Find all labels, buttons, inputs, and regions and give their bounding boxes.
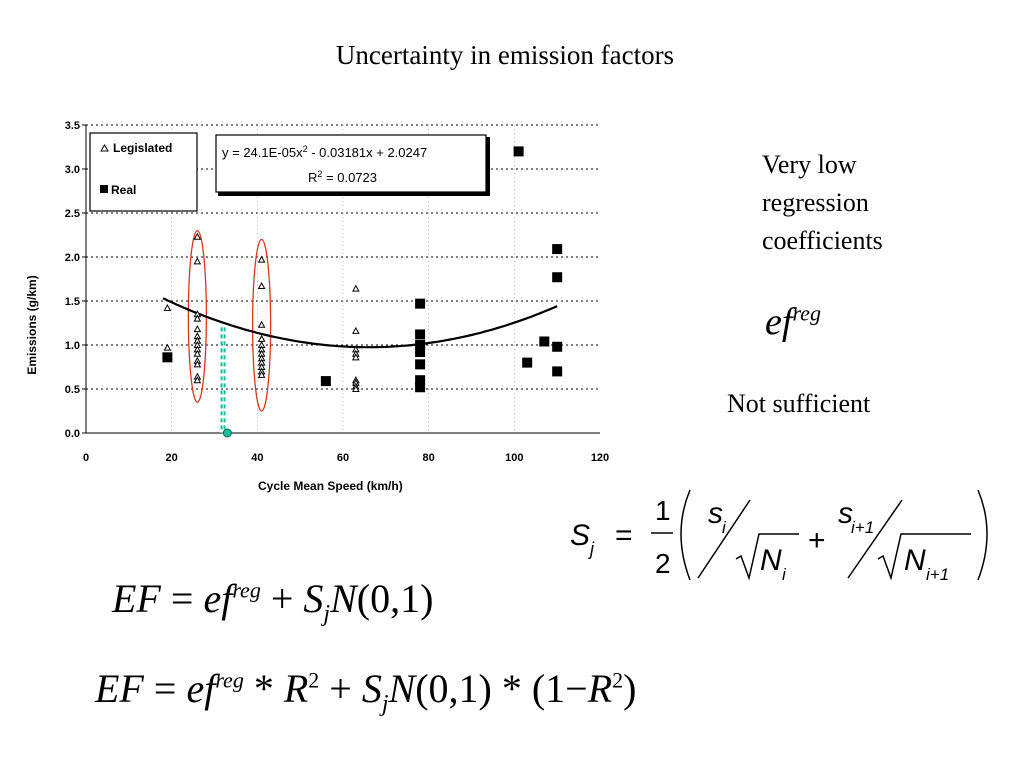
note-line-1: Very low [762, 150, 857, 179]
legend-label-legislated: Legislated [113, 141, 172, 155]
legislated-point [163, 303, 172, 312]
real-point [415, 347, 426, 358]
x-tick-label: 20 [166, 452, 178, 464]
legend: Legislated Real [89, 132, 198, 212]
real-point [320, 376, 331, 387]
legend-square-icon [100, 185, 108, 193]
data-points [162, 146, 563, 393]
legislated-point [352, 284, 360, 292]
svg-text:i: i [782, 565, 787, 584]
ef-equation-1: EF = efreg + SjN(0,1) [112, 576, 434, 627]
legend-triangle-icon [100, 144, 109, 152]
sj-formula: S j = 1 2 s i N i + s i+1 N i+1 [570, 489, 988, 584]
tick-labels: 0.0 0.5 1.0 1.5 2.0 2.5 3.0 3.5 0 20 40 60 80 100 120 [65, 120, 609, 464]
y-tick-label: 2.5 [65, 208, 80, 220]
svg-text:s: s [838, 497, 853, 530]
ef-reg-formula: efreg [765, 300, 821, 343]
real-point [552, 244, 563, 255]
svg-text:s: s [708, 497, 723, 530]
legend-label-real: Real [111, 183, 136, 197]
legend-box [89, 132, 198, 212]
annotations [187, 229, 272, 438]
svg-text:N: N [904, 544, 926, 577]
legislated-point [257, 320, 266, 328]
legislated-point [352, 326, 360, 334]
ef-equation-2: EF = efreg * R2 + SjN(0,1) * (1−R2) [95, 666, 637, 717]
y-tick-label: 0.0 [65, 428, 80, 440]
scatter-chart: 0.00.51.01.52.02.53.03.50 20 40 60 80 100 120 … [25, 120, 609, 493]
x-axis-label: Cycle Mean Speed (km/h) [258, 479, 403, 493]
slide-title: Uncertainty in emission factors [335, 40, 675, 70]
y-tick-label: 1.0 [65, 340, 80, 352]
real-point [415, 382, 426, 393]
axes [82, 124, 600, 434]
real-point [552, 341, 563, 352]
note-line-2: regression [762, 188, 869, 217]
svg-text:=: = [615, 519, 633, 552]
real-point [415, 298, 426, 309]
real-point [415, 375, 426, 386]
legislated-point [193, 325, 202, 333]
svg-text:1: 1 [655, 495, 671, 526]
fit-equation: y = 24.1E-05x2 - 0.03181x + 2.0247 [222, 144, 427, 160]
svg-text:+: + [808, 524, 826, 557]
real-point [415, 359, 426, 370]
note-low-regression: Very low regression coefficients [762, 146, 883, 260]
y-axis-label: Emissions (g/km) [25, 275, 39, 374]
legislated-point [257, 334, 266, 342]
real-point [552, 366, 563, 377]
y-tick-label: 3.0 [65, 164, 80, 176]
note-not-sufficient: Not sufficient [727, 389, 871, 418]
note-line-3: coefficients [762, 226, 883, 255]
equation-box: y = 24.1E-05x2 - 0.03181x + 2.0247 R2 = … [215, 134, 490, 196]
grid-lines [86, 124, 600, 433]
y-tick-label: 0.5 [65, 384, 80, 396]
y-tick-label: 3.5 [65, 120, 80, 132]
fit-curve-group [162, 297, 558, 349]
legislated-point [257, 370, 266, 378]
x-tick-label: 120 [591, 452, 609, 464]
legislated-point [257, 255, 266, 263]
x-tick-label: 80 [423, 452, 435, 464]
regression-curve [162, 297, 558, 349]
legislated-point [193, 360, 202, 368]
svg-text:j: j [587, 539, 595, 559]
legislated-point [193, 257, 202, 265]
svg-text:N: N [760, 544, 782, 577]
svg-text:2: 2 [655, 548, 671, 579]
x-tick-label: 60 [337, 452, 349, 464]
legislated-point [352, 353, 360, 361]
legislated-point [352, 384, 360, 392]
real-point [415, 340, 426, 350]
svg-text:i: i [722, 518, 727, 537]
y-tick-label: 1.5 [65, 296, 80, 308]
legislated-point [193, 232, 202, 240]
real-point [513, 146, 524, 157]
svg-text:i+1: i+1 [926, 565, 949, 584]
real-point [162, 352, 173, 363]
svg-text:i+1: i+1 [851, 518, 874, 537]
legislated-point [193, 314, 202, 322]
x-tick-label: 100 [505, 452, 523, 464]
fit-r2: R2 = 0.0723 [308, 169, 377, 185]
y-tick-label: 2.0 [65, 252, 80, 264]
legislated-point [193, 349, 202, 357]
x-tick-label: 40 [251, 452, 263, 464]
legislated-point [193, 376, 202, 384]
legislated-point [163, 343, 172, 351]
svg-text:S: S [570, 519, 590, 552]
real-point [415, 329, 426, 340]
legislated-point [257, 281, 266, 290]
x-tick-label: 0 [83, 452, 89, 464]
marker-dot [222, 428, 232, 438]
highlight-ellipse [251, 238, 272, 412]
real-point [522, 357, 533, 368]
real-point [552, 272, 563, 283]
real-point [539, 336, 550, 347]
